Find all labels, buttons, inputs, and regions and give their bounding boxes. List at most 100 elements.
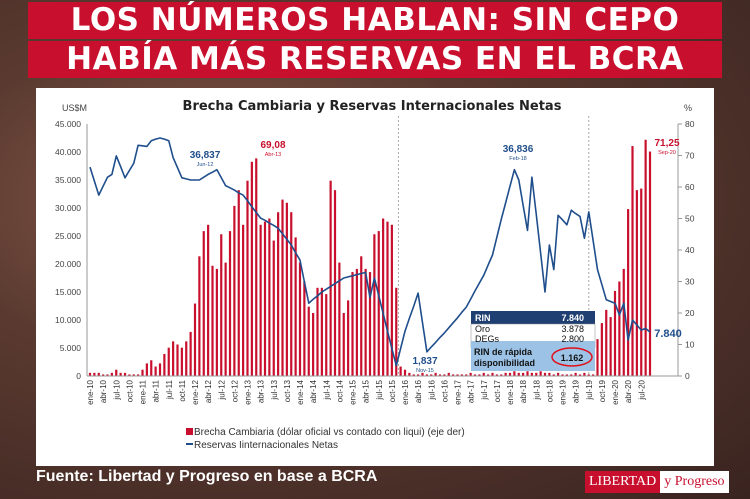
brecha-bar	[255, 158, 258, 376]
brecha-bar	[88, 372, 92, 376]
brecha-bar	[592, 374, 595, 376]
annotation-date: Jun-12	[197, 162, 214, 168]
brecha-bar	[395, 287, 398, 376]
brecha-bar	[351, 272, 354, 376]
brecha-bar	[504, 372, 507, 376]
brecha-bar	[180, 347, 183, 376]
logo: LIBERTAD y Progreso	[585, 470, 729, 494]
brecha-bar	[373, 234, 376, 376]
annotation-value: 36,836	[503, 144, 534, 155]
brecha-bar	[390, 224, 393, 376]
x-tick-label: jul-12	[217, 379, 226, 400]
table-highlight-value: 1.162	[561, 353, 584, 363]
left-tick-label: 0	[76, 371, 81, 381]
brecha-bar	[158, 363, 162, 376]
brecha-bar	[102, 374, 105, 376]
brecha-bar	[386, 221, 389, 376]
x-tick-label: oct-11	[178, 379, 187, 401]
brecha-bar	[443, 374, 446, 376]
x-tick-label: jul-17	[480, 379, 489, 400]
left-tick-label: 45.000	[55, 119, 81, 129]
brecha-bar	[548, 372, 551, 376]
reserves-line	[89, 137, 651, 367]
right-axis-unit: %	[684, 103, 692, 113]
annotation-date: Feb-18	[509, 156, 526, 162]
brecha-bar	[193, 303, 197, 376]
brecha-bar	[596, 339, 599, 376]
left-tick-label: 20.000	[55, 259, 81, 269]
brecha-bar	[565, 374, 568, 376]
highlight-circle	[551, 347, 593, 367]
table-value-oro: 3.878	[561, 324, 584, 334]
table-label-rin: RIN	[475, 313, 491, 323]
x-tick-label: ene-18	[506, 379, 515, 404]
right-tick-label: 10	[685, 340, 695, 350]
brecha-bar	[145, 363, 148, 376]
brecha-bar	[605, 309, 608, 376]
brecha-bar	[561, 374, 564, 376]
brecha-bar	[438, 374, 442, 376]
brecha-bar	[535, 372, 538, 376]
brecha-bar	[491, 372, 494, 376]
brecha-bar	[364, 268, 367, 376]
brecha-bar	[434, 372, 437, 376]
brecha-bar	[198, 256, 201, 376]
brecha-bar	[163, 353, 166, 376]
left-tick-label: 40.000	[55, 147, 81, 157]
brecha-bar	[233, 205, 236, 376]
brecha-bar	[185, 341, 188, 376]
annotation-value: 1,837	[412, 356, 437, 367]
brecha-bar	[574, 372, 577, 376]
table-highlight-label-1: RIN de rápida	[474, 347, 533, 357]
brecha-bar	[119, 372, 122, 376]
brecha-bar	[495, 374, 498, 376]
brecha-bar	[285, 202, 288, 376]
left-tick-label: 15.000	[55, 287, 81, 297]
brecha-bar	[640, 188, 643, 376]
annotation-value: 71,25	[654, 138, 679, 149]
brecha-bar	[360, 256, 363, 376]
brecha-bar	[106, 374, 109, 376]
brecha-bar	[513, 371, 516, 376]
brecha-bar	[500, 374, 503, 376]
right-tick-label: 0	[685, 371, 690, 381]
brecha-bar	[635, 190, 638, 376]
left-tick-label: 10.000	[55, 315, 81, 325]
x-tick-label: jul-10	[112, 379, 121, 400]
table-label-degs: DEGs	[475, 334, 500, 344]
brecha-bar	[189, 331, 192, 376]
x-tick-label: abr-19	[572, 379, 581, 403]
brecha-bar	[618, 281, 621, 376]
x-tick-label: abr-10	[99, 379, 108, 403]
brecha-bar	[167, 347, 170, 376]
brecha-bar	[329, 180, 332, 376]
brecha-bar	[522, 372, 525, 376]
brecha-bar	[347, 300, 350, 376]
brecha-bar	[508, 372, 512, 376]
brecha-bar	[648, 151, 652, 376]
brecha-bar	[382, 218, 385, 376]
brecha-bar	[110, 372, 113, 376]
brecha-bar	[93, 372, 96, 376]
brecha-bar	[154, 366, 157, 376]
logo-part-1: LIBERTAD	[585, 471, 661, 493]
annotation-date: Abr-13	[265, 152, 282, 158]
brecha-bar	[408, 372, 411, 376]
right-tick-label: 80	[685, 119, 695, 129]
brecha-bar	[224, 262, 227, 376]
x-tick-label: ene-17	[454, 379, 463, 404]
x-tick-label: ene-16	[401, 379, 410, 404]
brecha-bar	[417, 374, 420, 376]
brecha-bar	[627, 209, 630, 376]
legend-label-bars: Brecha Cambiaria (dólar oficial vs conta…	[194, 427, 465, 438]
headline-line-1: LOS NÚMEROS HABLAN: SIN CEPO	[28, 2, 722, 39]
x-tick-label: oct-18	[545, 379, 554, 402]
brecha-bar	[543, 372, 547, 376]
x-tick-label: abr-20	[624, 379, 633, 403]
x-tick-label: abr-14	[309, 379, 318, 403]
brecha-bar	[460, 374, 463, 376]
x-tick-label: oct-10	[125, 379, 134, 402]
left-tick-label: 25.000	[55, 231, 81, 241]
brecha-bar	[587, 374, 590, 376]
brecha-bar	[268, 218, 271, 376]
